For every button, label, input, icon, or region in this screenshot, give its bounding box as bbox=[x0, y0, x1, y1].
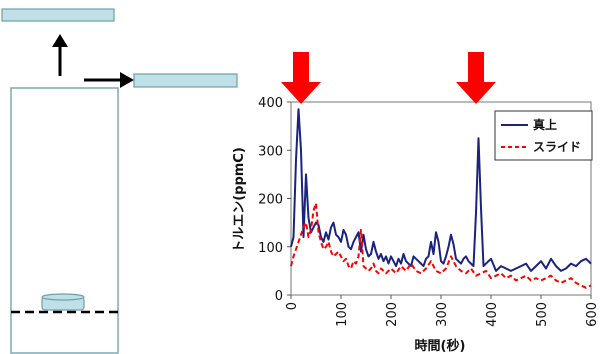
y-tick-label-4: 400 bbox=[258, 96, 283, 111]
side-arrow-head bbox=[120, 72, 134, 88]
upward-arrow-head bbox=[52, 34, 68, 47]
x-tick-label-5: 500 bbox=[535, 302, 550, 327]
chamber-diagram bbox=[1, 8, 238, 354]
annotation-layer bbox=[281, 52, 496, 104]
y-tick-label-3: 300 bbox=[258, 144, 283, 159]
x-tick-label-2: 200 bbox=[385, 302, 400, 327]
sample-dish-top bbox=[41, 293, 85, 301]
series-line-1 bbox=[290, 202, 592, 289]
series-line-0 bbox=[290, 108, 592, 272]
x-tick-label-0: 0 bbox=[285, 302, 300, 310]
series-layer bbox=[290, 108, 592, 289]
red-down-arrow-1 bbox=[456, 52, 496, 104]
y-tick-label-0: 0 bbox=[275, 289, 283, 304]
y-axis-title: トルエン(ppmC) bbox=[232, 147, 247, 253]
chamber-outline bbox=[10, 87, 119, 354]
x-tick-label-6: 600 bbox=[585, 302, 600, 327]
x-tick-label-4: 400 bbox=[485, 302, 500, 327]
x-tick-label-1: 100 bbox=[335, 302, 350, 327]
y-tick-label-2: 200 bbox=[258, 193, 283, 208]
side-duct-panel bbox=[133, 73, 238, 88]
legend-box bbox=[494, 110, 593, 161]
ticks-layer: 0 100 200 300 400 0 100 200 300 400 500 600 bbox=[258, 96, 600, 327]
x-axis-title: 時間(秒) bbox=[415, 338, 466, 354]
red-down-arrow-0 bbox=[281, 52, 321, 104]
legend-label-0: 真上 bbox=[533, 117, 557, 132]
legend: 真上 スライド bbox=[494, 110, 593, 161]
legend-label-1: スライド bbox=[533, 140, 581, 154]
x-tick-label-3: 300 bbox=[435, 302, 450, 327]
upper-duct-panel bbox=[1, 8, 115, 22]
y-tick-label-1: 100 bbox=[258, 241, 283, 256]
